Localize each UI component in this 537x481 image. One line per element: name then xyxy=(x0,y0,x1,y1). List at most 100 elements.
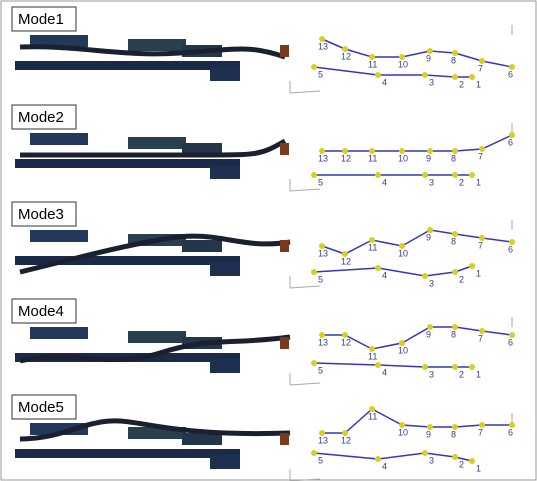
beam-tip xyxy=(280,143,289,155)
beam-block xyxy=(30,327,88,339)
beam-block xyxy=(128,331,186,343)
node-label: 4 xyxy=(382,77,387,87)
node-label: 3 xyxy=(429,77,434,87)
node-label: 2 xyxy=(459,459,464,469)
beam-tip xyxy=(280,45,289,57)
node-dot xyxy=(375,456,381,462)
node-label: 2 xyxy=(459,177,464,187)
beam-block xyxy=(210,359,240,373)
node-label: 11 xyxy=(368,59,377,69)
node-label: 12 xyxy=(341,435,351,445)
beam-base xyxy=(15,61,240,70)
node-dot xyxy=(469,74,475,80)
beam-tip xyxy=(280,433,289,445)
beam-block xyxy=(30,230,88,242)
node-dot xyxy=(422,172,428,178)
figure: Mode113121110987654321Mode21312111098765… xyxy=(0,0,537,481)
node-label: 13 xyxy=(318,41,328,51)
node-dot xyxy=(311,360,317,366)
node-label: 12 xyxy=(341,51,351,61)
mode-label: Mode2 xyxy=(18,109,64,126)
node-label: 9 xyxy=(426,329,431,339)
beam-block xyxy=(210,262,240,276)
node-label: 4 xyxy=(382,367,387,377)
beam-block xyxy=(128,137,186,149)
node-label: 13 xyxy=(318,153,328,163)
node-label: 4 xyxy=(382,270,387,280)
beam-tip xyxy=(280,337,289,349)
node-label: 1 xyxy=(476,268,481,278)
node-label: 10 xyxy=(398,153,408,163)
node-dot xyxy=(452,74,458,80)
beam-base xyxy=(15,449,240,458)
node-label: 8 xyxy=(451,153,456,163)
beam-block xyxy=(128,39,186,51)
node-label: 5 xyxy=(318,69,323,79)
beam-base xyxy=(15,159,240,168)
node-label: 6 xyxy=(508,69,513,79)
node-label: 3 xyxy=(429,369,434,379)
node-label: 13 xyxy=(318,248,328,258)
node-dot xyxy=(452,364,458,370)
node-label: 6 xyxy=(508,244,513,254)
node-label: 10 xyxy=(398,345,408,355)
node-label: 10 xyxy=(398,59,408,69)
node-label: 4 xyxy=(382,177,387,187)
node-label: 11 xyxy=(368,411,377,421)
node-label: 9 xyxy=(426,153,431,163)
node-label: 7 xyxy=(478,427,483,437)
node-label: 10 xyxy=(398,248,408,258)
node-dot xyxy=(469,172,475,178)
node-dot xyxy=(452,269,458,275)
mode-label: Mode3 xyxy=(18,206,64,223)
node-label: 7 xyxy=(478,333,483,343)
node-label: 9 xyxy=(426,53,431,63)
node-dot xyxy=(452,454,458,460)
node-label: 12 xyxy=(341,337,351,347)
node-dot xyxy=(311,269,317,275)
node-label: 4 xyxy=(382,461,387,471)
node-dot xyxy=(422,364,428,370)
node-label: 10 xyxy=(398,427,408,437)
node-label: 8 xyxy=(451,236,456,246)
beam-block xyxy=(182,240,222,252)
node-dot xyxy=(311,172,317,178)
node-label: 8 xyxy=(451,55,456,65)
node-dot xyxy=(375,265,381,271)
mode-label: Mode1 xyxy=(18,11,64,28)
node-label: 13 xyxy=(318,435,328,445)
node-label: 6 xyxy=(508,137,513,147)
node-dot xyxy=(311,64,317,70)
node-dot xyxy=(422,72,428,78)
node-label: 12 xyxy=(341,256,351,266)
node-dot xyxy=(375,72,381,78)
node-dot xyxy=(375,362,381,368)
node-label: 5 xyxy=(318,274,323,284)
node-dot xyxy=(469,364,475,370)
node-label: 1 xyxy=(476,463,481,473)
beam-block xyxy=(210,455,240,469)
node-label: 6 xyxy=(508,427,513,437)
beam-block xyxy=(30,133,88,145)
node-label: 9 xyxy=(426,429,431,439)
node-label: 1 xyxy=(476,177,481,187)
node-label: 11 xyxy=(368,351,377,361)
node-label: 9 xyxy=(426,232,431,242)
node-label: 13 xyxy=(318,337,328,347)
node-dot xyxy=(311,450,317,456)
node-label: 5 xyxy=(318,455,323,465)
beam-block xyxy=(210,165,240,179)
node-dot xyxy=(469,458,475,464)
node-label: 8 xyxy=(451,329,456,339)
node-label: 2 xyxy=(459,369,464,379)
mode-label: Mode5 xyxy=(18,399,64,416)
node-dot xyxy=(452,172,458,178)
node-label: 3 xyxy=(429,177,434,187)
beam-block xyxy=(210,67,240,81)
node-label: 5 xyxy=(318,365,323,375)
beam-tip xyxy=(280,240,289,252)
mode-label: Mode4 xyxy=(18,303,64,320)
node-label: 7 xyxy=(478,63,483,73)
node-label: 7 xyxy=(478,151,483,161)
node-label: 11 xyxy=(368,153,377,163)
